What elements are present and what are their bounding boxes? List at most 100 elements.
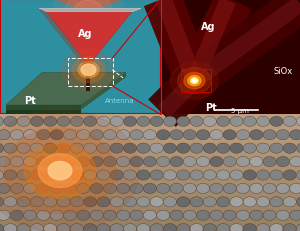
Circle shape (196, 130, 210, 140)
Bar (0, 144, 300, 150)
Circle shape (4, 128, 116, 214)
Circle shape (37, 130, 50, 140)
Circle shape (123, 143, 136, 154)
Circle shape (48, 162, 72, 180)
Circle shape (0, 197, 4, 207)
Circle shape (23, 130, 37, 140)
Circle shape (50, 130, 63, 140)
Circle shape (137, 170, 150, 180)
Circle shape (70, 117, 83, 127)
Circle shape (157, 130, 170, 140)
Circle shape (177, 224, 190, 231)
Circle shape (30, 170, 44, 180)
Circle shape (236, 183, 250, 194)
Circle shape (236, 210, 250, 220)
Circle shape (223, 183, 236, 194)
Circle shape (10, 130, 23, 140)
Circle shape (83, 224, 97, 231)
Circle shape (283, 224, 296, 231)
Circle shape (17, 117, 30, 127)
Circle shape (243, 197, 256, 207)
Circle shape (243, 143, 256, 154)
Bar (0, 167, 300, 173)
Circle shape (203, 224, 217, 231)
Circle shape (44, 143, 57, 154)
Circle shape (10, 183, 23, 194)
Circle shape (63, 157, 76, 167)
Circle shape (170, 210, 183, 220)
Circle shape (123, 224, 136, 231)
Circle shape (217, 143, 230, 154)
Bar (0, 214, 300, 219)
Circle shape (37, 210, 50, 220)
Circle shape (103, 157, 117, 167)
Circle shape (0, 117, 4, 127)
Circle shape (243, 117, 256, 127)
Circle shape (77, 183, 90, 194)
Circle shape (196, 183, 210, 194)
Circle shape (270, 224, 283, 231)
Circle shape (57, 224, 70, 231)
Circle shape (23, 183, 37, 194)
Circle shape (190, 170, 203, 180)
Circle shape (196, 210, 210, 220)
Circle shape (276, 130, 290, 140)
Circle shape (38, 154, 82, 188)
Circle shape (256, 197, 270, 207)
Circle shape (250, 210, 263, 220)
Circle shape (230, 197, 243, 207)
Circle shape (77, 210, 90, 220)
Circle shape (77, 157, 90, 167)
Circle shape (90, 157, 103, 167)
Circle shape (283, 143, 296, 154)
Circle shape (217, 117, 230, 127)
Circle shape (0, 210, 10, 220)
Circle shape (164, 197, 177, 207)
Circle shape (143, 130, 157, 140)
Circle shape (130, 210, 143, 220)
Circle shape (50, 183, 63, 194)
Circle shape (157, 210, 170, 220)
Circle shape (57, 143, 70, 154)
Circle shape (143, 210, 157, 220)
Circle shape (30, 224, 44, 231)
Circle shape (203, 170, 217, 180)
Circle shape (137, 197, 150, 207)
Circle shape (157, 157, 170, 167)
Bar (0, 179, 300, 185)
Circle shape (82, 62, 93, 70)
Bar (0, 138, 300, 144)
Polygon shape (39, 9, 141, 13)
Circle shape (296, 170, 300, 180)
Circle shape (283, 117, 296, 127)
Circle shape (70, 224, 83, 231)
Circle shape (130, 183, 143, 194)
Circle shape (276, 157, 290, 167)
Circle shape (183, 130, 196, 140)
Text: Pt: Pt (24, 95, 36, 106)
Circle shape (103, 210, 117, 220)
Bar (0, 208, 300, 214)
Circle shape (243, 170, 256, 180)
Circle shape (263, 130, 276, 140)
Circle shape (117, 130, 130, 140)
Circle shape (63, 183, 76, 194)
Circle shape (0, 110, 139, 231)
Bar (0, 126, 300, 132)
Circle shape (110, 117, 123, 127)
Circle shape (276, 183, 290, 194)
Circle shape (110, 224, 123, 231)
Circle shape (52, 0, 124, 40)
Circle shape (30, 143, 44, 154)
Circle shape (236, 130, 250, 140)
Polygon shape (46, 13, 132, 66)
Circle shape (150, 117, 163, 127)
Circle shape (17, 170, 30, 180)
Circle shape (4, 143, 17, 154)
Circle shape (97, 143, 110, 154)
Circle shape (164, 224, 177, 231)
Circle shape (190, 78, 198, 84)
Circle shape (72, 58, 105, 83)
Circle shape (190, 117, 203, 127)
Circle shape (263, 157, 276, 167)
